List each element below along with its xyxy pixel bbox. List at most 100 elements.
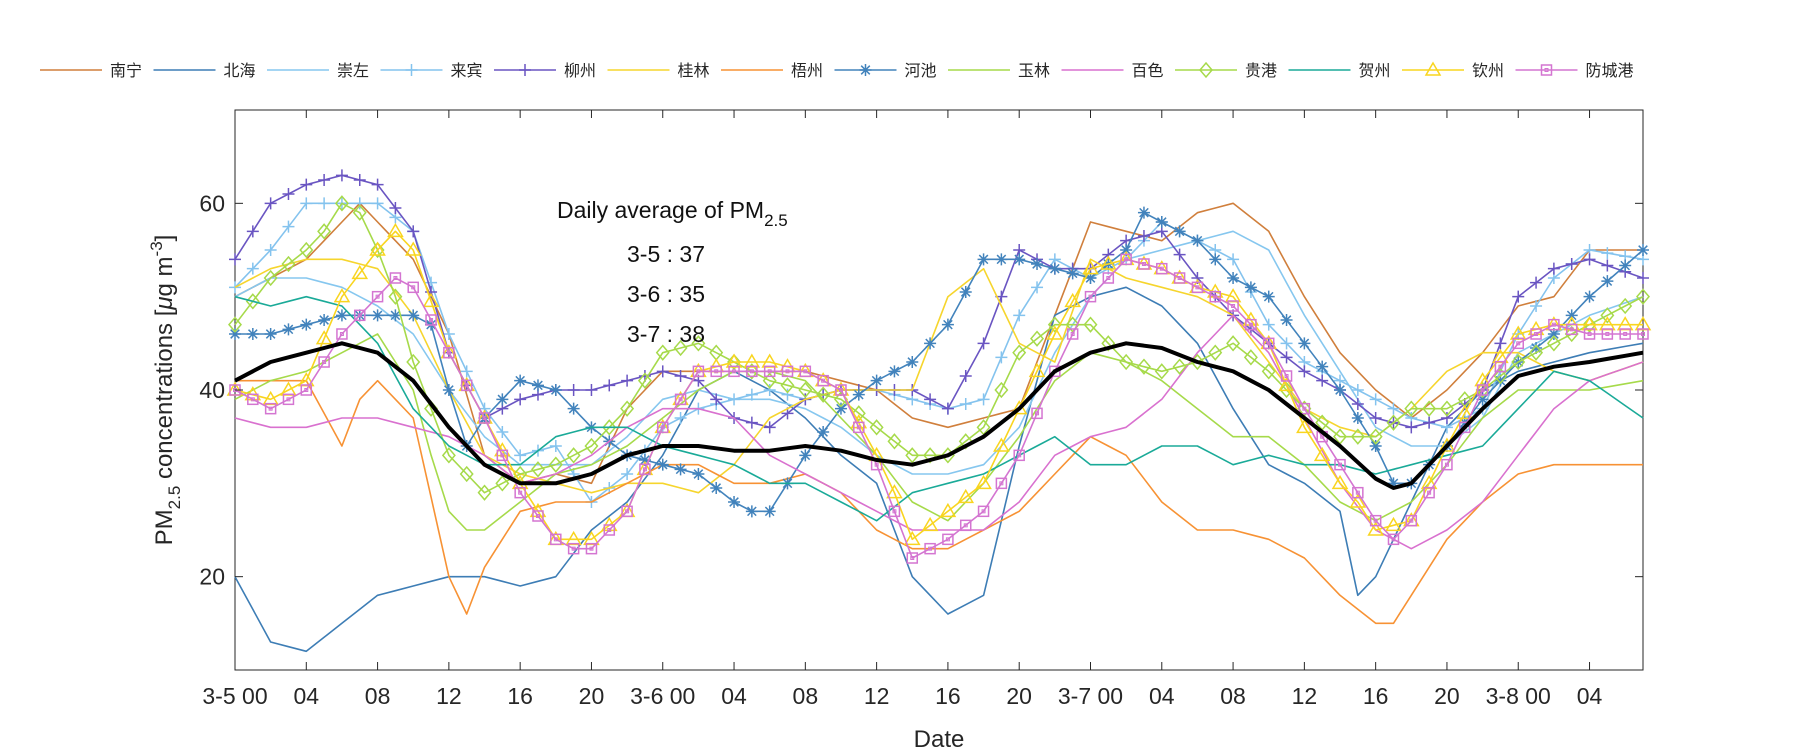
data-point <box>1601 247 1614 260</box>
data-point <box>1637 272 1649 284</box>
data-point <box>1173 248 1186 261</box>
data-point-inner <box>286 397 291 402</box>
data-point <box>531 379 544 392</box>
data-point <box>620 400 635 417</box>
data-point <box>1065 316 1080 333</box>
data-point <box>299 241 314 259</box>
data-point-inner <box>589 546 594 551</box>
data-point <box>1582 316 1597 333</box>
data-point <box>1368 428 1383 445</box>
legend-label: 玉林 <box>1018 62 1050 80</box>
annotation-line-3: 3-7 : 38 <box>627 321 705 347</box>
data-point <box>318 197 331 210</box>
series-8 <box>234 333 1644 531</box>
data-point <box>371 309 384 322</box>
data-point-inner <box>874 462 879 467</box>
data-point <box>1494 360 1507 373</box>
data-point <box>1352 486 1364 499</box>
data-point <box>441 447 456 464</box>
data-point <box>1100 255 1117 270</box>
legend-label: 贺州 <box>1359 62 1391 80</box>
data-point <box>1013 309 1026 322</box>
data-point <box>1459 421 1471 434</box>
data-point <box>300 178 313 191</box>
data-point-inner <box>1569 327 1574 332</box>
data-point-inner <box>1480 388 1485 392</box>
data-point <box>959 519 972 532</box>
data-point <box>781 365 794 378</box>
data-point <box>1494 374 1507 387</box>
series-line-8 <box>234 333 1644 531</box>
data-point-inner <box>803 369 808 374</box>
x-tick-label: 3-7 00 <box>1058 683 1123 709</box>
data-point-inner <box>714 369 719 374</box>
data-point <box>870 374 883 387</box>
data-point-inner <box>660 425 665 430</box>
data-point <box>1387 477 1400 490</box>
data-point <box>1369 440 1382 452</box>
data-point <box>1600 307 1615 324</box>
data-point <box>1262 290 1275 303</box>
data-point <box>977 505 990 518</box>
data-point-inner <box>1373 518 1378 523</box>
data-point <box>1298 402 1311 415</box>
data-point <box>1476 393 1489 406</box>
data-point <box>942 533 954 546</box>
data-point-inner <box>268 406 273 411</box>
data-point <box>1084 290 1097 303</box>
data-point <box>247 393 259 406</box>
x-tick-label: 20 <box>579 683 605 709</box>
data-point <box>1154 363 1169 380</box>
data-point <box>1441 458 1453 471</box>
data-point-inner <box>357 313 362 318</box>
data-point <box>1296 418 1313 434</box>
x-tick-label: 16 <box>1363 683 1389 709</box>
data-point <box>995 477 1008 490</box>
data-point <box>921 516 939 532</box>
data-point <box>817 426 830 438</box>
data-point <box>370 241 385 259</box>
data-point <box>710 482 723 494</box>
data-point <box>1530 328 1542 340</box>
data-point <box>1619 328 1631 340</box>
data-point <box>514 486 526 499</box>
data-point <box>1619 259 1632 272</box>
data-point <box>995 253 1008 266</box>
data-point <box>567 402 580 415</box>
x-tick-label: 20 <box>1434 683 1460 709</box>
data-point-inner <box>482 416 487 420</box>
data-point <box>1583 290 1596 303</box>
x-tick-label: 16 <box>935 683 961 709</box>
data-point-inner <box>1551 322 1556 327</box>
data-point <box>674 463 687 476</box>
data-point <box>745 416 758 429</box>
legend-item: 防城港 <box>1515 62 1634 80</box>
data-point <box>281 255 296 273</box>
data-point <box>674 393 687 406</box>
data-point <box>229 281 241 294</box>
data-point-inner <box>1498 364 1503 369</box>
data-point <box>496 449 509 462</box>
data-point <box>924 393 937 406</box>
legend-label: 崇左 <box>337 62 369 80</box>
data-point-inner <box>963 523 968 528</box>
data-point <box>977 393 990 406</box>
data-point-inner <box>1088 294 1093 299</box>
data-point <box>1278 376 1295 392</box>
data-point <box>1243 349 1258 366</box>
data-point <box>496 393 509 406</box>
data-point-inner <box>1284 374 1289 378</box>
legend-label: 北海 <box>224 62 256 80</box>
data-point-inner <box>1409 518 1414 523</box>
data-point <box>318 356 330 368</box>
data-point <box>1120 253 1132 266</box>
data-point <box>993 437 1010 452</box>
data-point <box>1028 362 1046 378</box>
data-point-inner <box>1391 537 1396 542</box>
data-point <box>1102 272 1115 284</box>
data-point <box>1439 400 1454 417</box>
data-point-inner <box>767 369 772 374</box>
data-point <box>941 318 954 331</box>
data-point <box>1298 337 1311 350</box>
data-point <box>1120 244 1133 256</box>
